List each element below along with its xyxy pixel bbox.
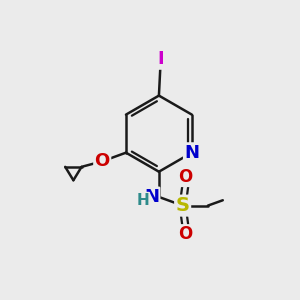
Text: N: N	[144, 188, 159, 206]
Text: N: N	[184, 144, 200, 162]
Text: S: S	[176, 196, 190, 215]
Text: O: O	[94, 152, 110, 170]
Text: O: O	[178, 168, 193, 186]
Text: I: I	[157, 50, 164, 68]
Text: H: H	[136, 193, 149, 208]
Text: O: O	[178, 225, 193, 243]
